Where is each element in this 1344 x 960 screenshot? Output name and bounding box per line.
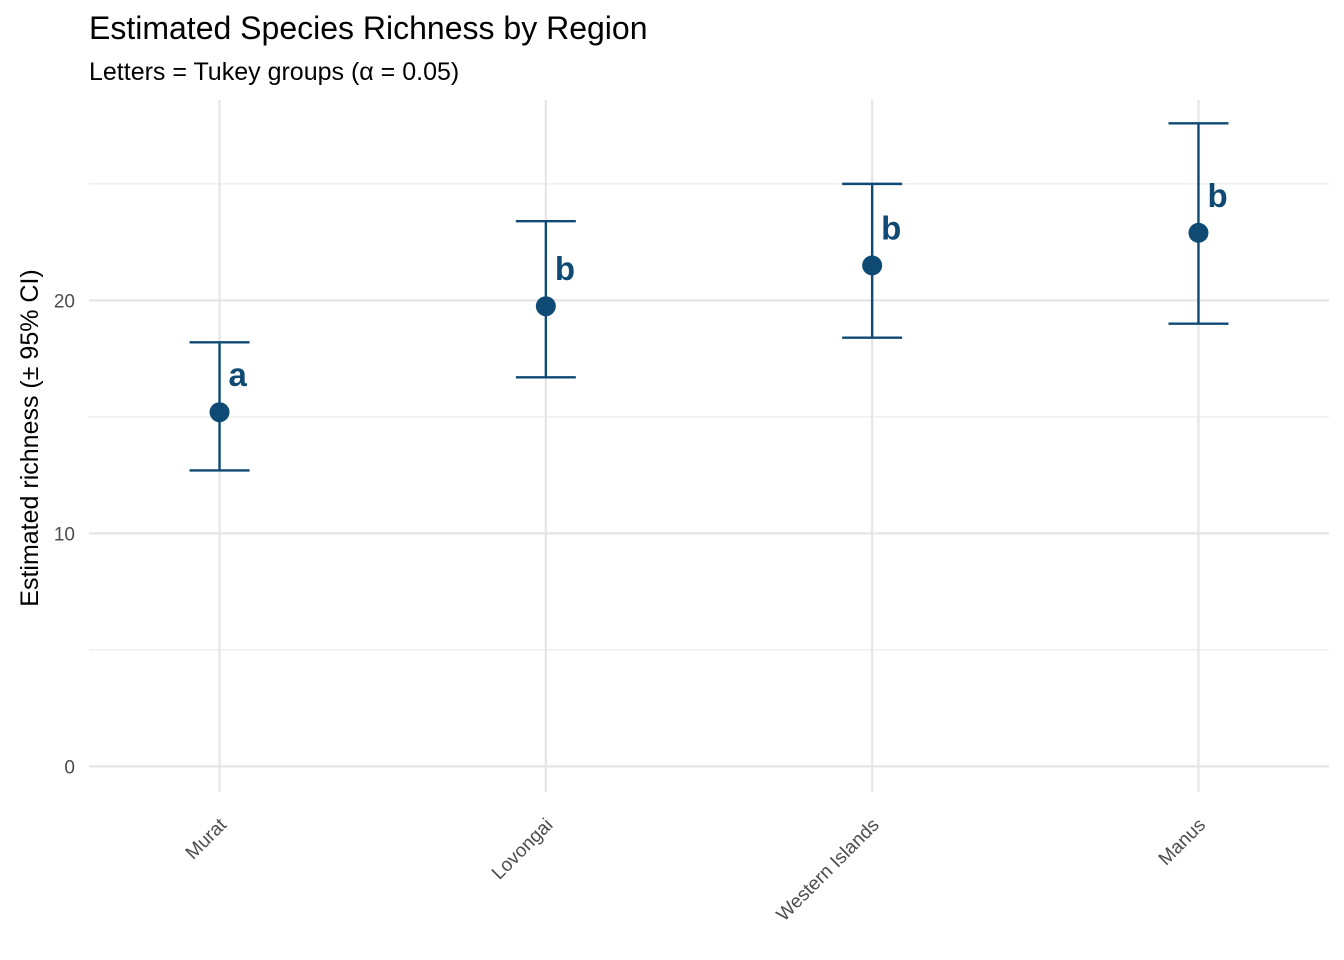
y-tick-label: 10 <box>54 524 75 545</box>
y-tick-label: 20 <box>54 291 75 312</box>
estimate-points <box>209 222 1209 423</box>
minor-gridlines <box>89 183 1329 651</box>
estimate-point <box>862 255 883 276</box>
y-tick-labels: 0 10 20 <box>54 291 75 778</box>
x-tick-label: Murat <box>182 814 232 864</box>
x-tick-label: Western Islands <box>773 815 884 926</box>
y-tick-label: 0 <box>64 757 75 778</box>
estimate-point <box>209 402 230 423</box>
group-letter: b <box>555 250 575 287</box>
y-axis-label: Estimated richness (± 95% CI) <box>16 269 44 606</box>
estimate-point <box>1188 222 1209 243</box>
group-letter: b <box>881 209 901 246</box>
group-letter: b <box>1207 177 1227 214</box>
x-tick-labels: Murat Lovongai Western Islands Manus <box>182 814 1210 925</box>
major-gridlines <box>89 100 1329 792</box>
estimate-point <box>535 296 556 317</box>
x-tick-label: Manus <box>1155 815 1210 870</box>
group-letters: a b b b <box>229 177 1228 393</box>
x-tick-label: Lovongai <box>488 815 557 884</box>
chart-title: Estimated Species Richness by Region <box>89 10 648 46</box>
error-bars <box>189 122 1229 472</box>
group-letter: a <box>229 356 248 393</box>
chart-subtitle: Letters = Tukey groups (α = 0.05) <box>89 58 460 86</box>
